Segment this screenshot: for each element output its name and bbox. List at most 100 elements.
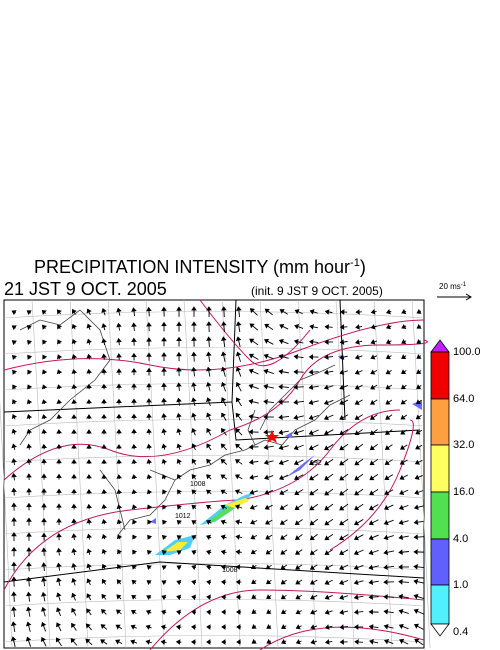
wind-arrow-head — [41, 309, 47, 315]
wind-arrow-head — [11, 517, 17, 522]
wind-arrow-head — [145, 624, 151, 630]
wind-arrow-head — [308, 430, 314, 436]
wind-arrow-head — [56, 384, 63, 390]
wind-arrow-head — [353, 535, 359, 541]
wind-arrow-head — [101, 429, 107, 434]
wind-arrow-head — [41, 443, 47, 449]
wind-arrow-head — [26, 310, 32, 316]
wind-arrow-head — [220, 336, 227, 341]
wind-arrow-head — [339, 415, 345, 421]
wind-arrow-head — [56, 399, 63, 404]
wind-arrow-head — [71, 518, 77, 523]
wind-arrow-head — [266, 638, 272, 644]
wind-arrow-head — [339, 520, 345, 526]
wind-arrow-head — [131, 459, 138, 464]
wind-arrow-head — [279, 309, 285, 314]
wind-arrow-head — [401, 369, 407, 375]
wind-arrow-head — [324, 309, 330, 315]
wind-arrow-head — [41, 429, 47, 434]
wind-arrow-head — [176, 550, 182, 556]
grid-line — [3, 455, 425, 463]
wind-arrow-head — [146, 306, 152, 312]
wind-arrow-head — [161, 397, 167, 403]
wind-arrow-head — [385, 339, 391, 345]
wind-arrow-head — [369, 639, 374, 645]
wind-arrow-head — [206, 321, 212, 326]
wind-arrow-head — [248, 413, 254, 420]
wind-arrow-head — [369, 430, 375, 435]
wind-arrow-head — [191, 412, 197, 418]
wind-arrow-head — [235, 381, 241, 388]
wind-arrow-head — [206, 519, 212, 525]
wind-arrow-head — [101, 504, 108, 509]
scale-label: 20 ms-1 — [439, 282, 467, 291]
wind-arrow-head — [354, 490, 360, 496]
wind-arrow-head — [145, 609, 152, 615]
wind-arrow-head — [56, 414, 63, 419]
wind-arrow-head — [354, 639, 359, 645]
wind-arrow-head — [369, 460, 375, 466]
wind-arrow-head — [191, 427, 197, 434]
wind-arrow-head — [400, 444, 406, 450]
wind-arrow-head — [191, 397, 197, 403]
wind-arrow-head — [278, 384, 283, 390]
wind-arrow-head — [400, 414, 406, 420]
wind-arrow-head — [131, 504, 138, 510]
grid-line — [69, 299, 89, 649]
wind-arrow-head — [383, 505, 389, 511]
wind-arrow-head — [354, 505, 360, 511]
map-frame — [3, 299, 425, 649]
title: PRECIPITATION INTENSITY (mm hour-1) — [34, 257, 366, 277]
wind-arrow-head — [323, 399, 329, 406]
wind-arrow-head — [293, 414, 299, 421]
wind-arrow-head — [26, 591, 32, 597]
wind-arrow-head — [86, 338, 92, 344]
wind-arrow-head — [236, 306, 242, 311]
wind-arrow-head — [309, 490, 315, 496]
colorbar-label: 32.0 — [453, 439, 474, 451]
wind-arrow-head — [235, 579, 241, 585]
wind-arrow-head — [132, 549, 138, 555]
wind-arrow-head — [308, 460, 315, 466]
wind-arrow-head — [132, 519, 138, 525]
wind-arrow-head — [146, 580, 152, 586]
wind-arrow-head — [85, 623, 91, 629]
wind-arrow-head — [323, 384, 329, 391]
wind-arrow-head — [416, 338, 422, 344]
wind-arrow-head — [146, 458, 153, 464]
wind-arrow-head — [11, 428, 17, 434]
wind-arrow-head — [339, 354, 345, 360]
wind-arrow-head — [55, 637, 61, 643]
wind-arrow-head — [25, 636, 32, 642]
wind-arrow-head — [116, 519, 123, 525]
wind-arrow-head — [339, 624, 345, 630]
wind-arrow-head — [383, 549, 389, 556]
wind-arrow-head — [416, 308, 422, 314]
wind-arrow-head — [86, 563, 92, 569]
wind-arrow-head — [310, 609, 316, 615]
wind-arrow-head — [161, 474, 168, 480]
wind-arrow-head — [40, 636, 46, 642]
wind-arrow-head — [294, 490, 300, 496]
wind-arrow-head — [383, 519, 389, 526]
wind-arrow-head — [41, 591, 47, 597]
wind-arrow-head — [161, 413, 167, 418]
wind-arrow-head — [355, 324, 360, 330]
wind-arrow-head — [294, 535, 301, 540]
wind-arrow-head — [71, 308, 77, 315]
wind-arrow-head — [101, 398, 107, 404]
wind-arrow-head — [266, 594, 272, 600]
wind-arrow-head — [147, 534, 153, 540]
wind-arrow-head — [401, 339, 407, 344]
wind-arrow-head — [324, 324, 329, 330]
wind-arrow-head — [413, 534, 418, 540]
location-star — [265, 430, 279, 443]
wind-arrow-head — [278, 459, 284, 466]
wind-arrow-head — [235, 549, 241, 555]
wind-arrow-head — [115, 624, 121, 630]
wind-arrow-head — [280, 564, 286, 570]
wind-arrow-head — [101, 519, 108, 524]
wind-arrow-head — [11, 591, 17, 596]
wind-arrow-head — [71, 577, 77, 583]
